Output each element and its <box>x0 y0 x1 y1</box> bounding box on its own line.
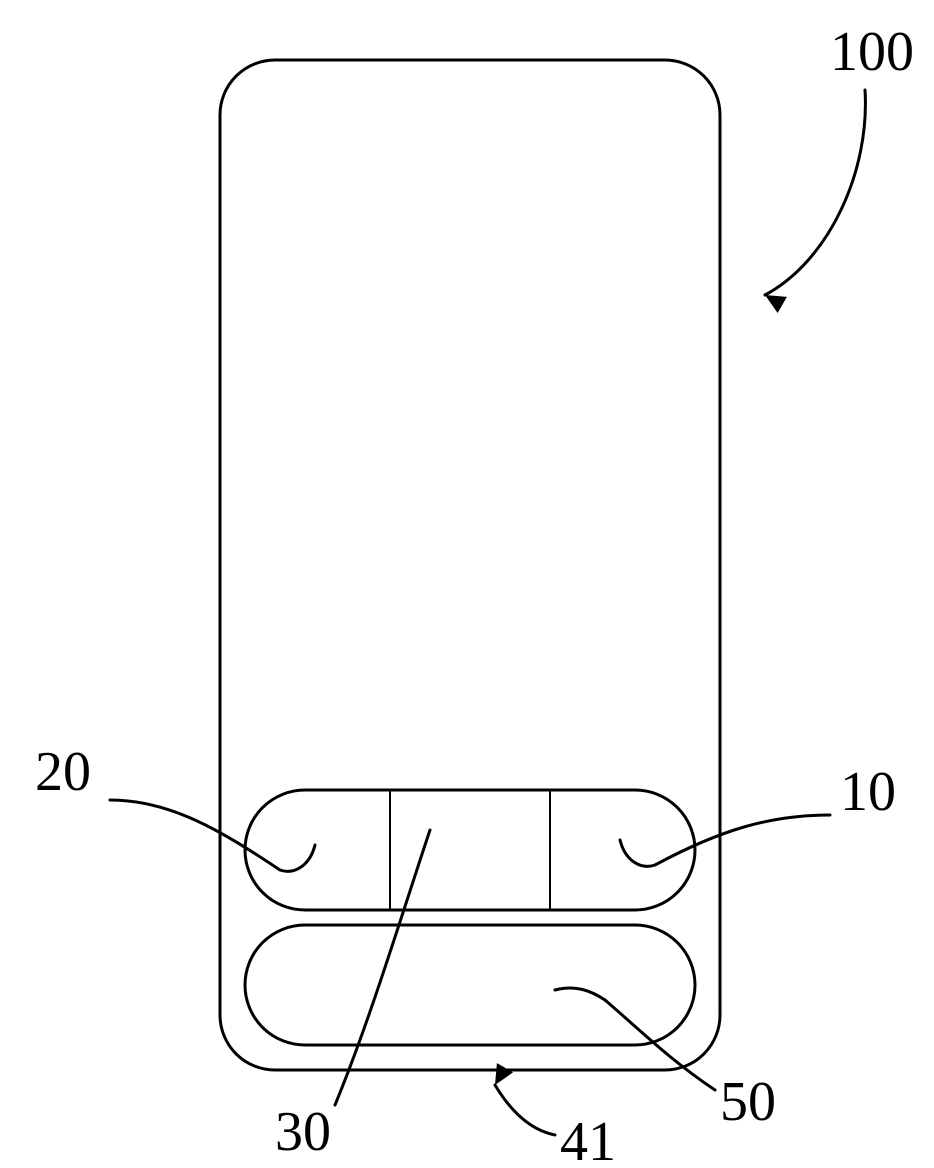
label-10-text: 10 <box>840 761 896 823</box>
label-41-text: 41 <box>560 1111 616 1168</box>
label-20-text: 20 <box>35 741 91 803</box>
label-100-text: 100 <box>830 21 914 83</box>
label-30-text: 30 <box>275 1101 331 1163</box>
canvas-bg <box>0 0 934 1168</box>
label-50-text: 50 <box>720 1071 776 1133</box>
